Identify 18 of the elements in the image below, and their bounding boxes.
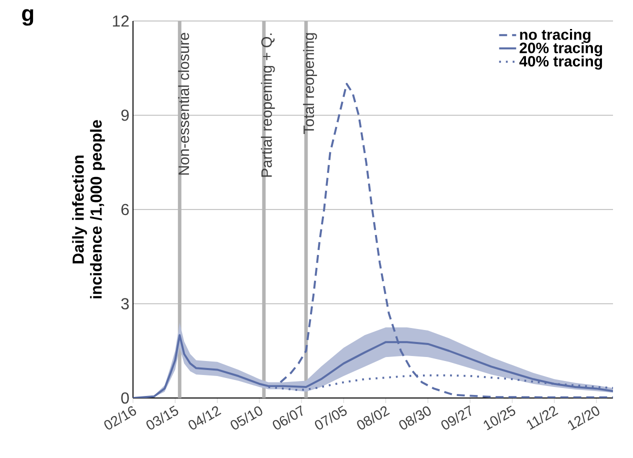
y-tick-label: 12 bbox=[112, 15, 129, 27]
y-tick-label: 0 bbox=[121, 392, 129, 404]
ref-line-label: Non-essential closure bbox=[178, 32, 190, 175]
chart-title: g bbox=[22, 9, 34, 26]
x-tick-label: 08/02 bbox=[357, 406, 390, 430]
x-tick-label: 04/12 bbox=[188, 406, 222, 430]
y-axis-title: Daily infection incidence /1,000 people bbox=[72, 120, 105, 298]
legend-label: 20% tracing bbox=[520, 42, 602, 56]
y-tick-label: 6 bbox=[121, 204, 129, 216]
ref-line-label: Total reopening bbox=[303, 33, 317, 134]
y-tick-label: 9 bbox=[121, 110, 129, 121]
legend-label: 40% tracing bbox=[519, 56, 602, 70]
x-tick-label: 05/10 bbox=[230, 406, 262, 430]
ref-line-label: Partial reopening + Q. bbox=[260, 34, 275, 177]
x-tick-label: 02/16 bbox=[104, 406, 136, 430]
legend-label: no tracing bbox=[520, 28, 590, 43]
x-tick-label: 08/30 bbox=[399, 406, 431, 430]
y-tick-label: 3 bbox=[121, 298, 129, 310]
